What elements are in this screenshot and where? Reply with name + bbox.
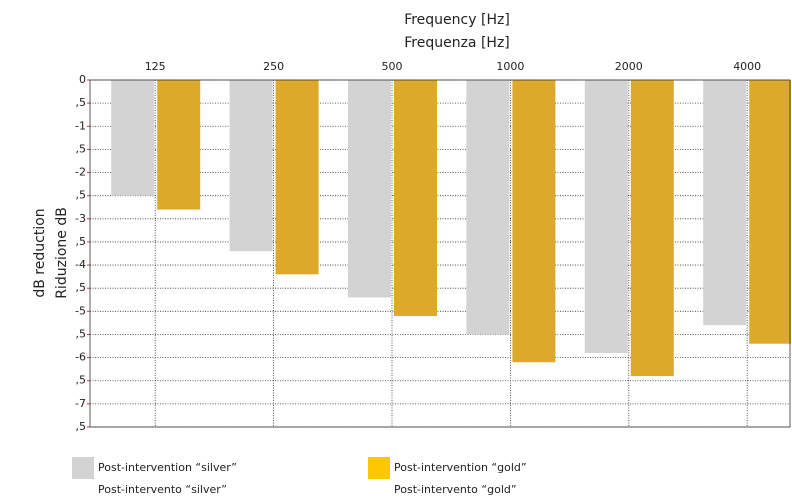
x-axis-title: Frequency [Hz] bbox=[404, 12, 510, 28]
bar bbox=[630, 80, 674, 377]
bar bbox=[275, 80, 319, 275]
legend-swatch bbox=[368, 457, 390, 479]
y-tick-label: ,5 bbox=[76, 281, 87, 294]
y-tick-label: ,5 bbox=[76, 374, 87, 387]
y-tick-label: -6 bbox=[75, 351, 86, 364]
legend-label: Post-intervento “gold” bbox=[394, 483, 517, 496]
x-tick-label: 4000 bbox=[733, 60, 761, 73]
bar bbox=[348, 80, 391, 298]
x-tick-label: 1000 bbox=[496, 60, 524, 73]
y-tick-label: ,5 bbox=[76, 96, 87, 109]
x-axis-title: Frequenza [Hz] bbox=[404, 35, 510, 51]
x-tick-label: 250 bbox=[263, 60, 284, 73]
y-axis-title: Riduzione dB bbox=[54, 207, 70, 299]
y-tick-label: -4 bbox=[75, 258, 86, 271]
bar bbox=[466, 80, 510, 335]
y-tick-label: ,5 bbox=[76, 142, 87, 155]
y-tick-label: -7 bbox=[75, 397, 86, 410]
x-tick-label: 125 bbox=[145, 60, 166, 73]
bar bbox=[584, 80, 628, 353]
x-tick-label: 500 bbox=[382, 60, 403, 73]
y-tick-label: ,5 bbox=[76, 420, 87, 433]
y-tick-label: ,5 bbox=[76, 327, 87, 340]
y-tick-label: ,5 bbox=[76, 235, 87, 248]
y-tick-label: ,5 bbox=[76, 189, 87, 202]
legend-swatch bbox=[72, 457, 94, 479]
bar bbox=[749, 80, 791, 344]
legend-label: Post-intervento “silver” bbox=[98, 483, 227, 496]
bar bbox=[394, 80, 437, 316]
y-tick-label: -2 bbox=[75, 166, 86, 179]
legend-label: Post-intervention “silver” bbox=[98, 461, 237, 474]
legend-label: Post-intervention “gold” bbox=[394, 461, 527, 474]
x-tick-label: 2000 bbox=[615, 60, 643, 73]
y-axis-title: dB reduction bbox=[32, 208, 48, 297]
y-tick-label: -3 bbox=[75, 212, 86, 225]
bar bbox=[111, 80, 155, 196]
y-tick-label: 0 bbox=[79, 73, 86, 86]
bar bbox=[703, 80, 747, 326]
y-tick-label: -1 bbox=[75, 119, 86, 132]
bar bbox=[229, 80, 273, 252]
bar bbox=[512, 80, 556, 363]
plot-border bbox=[89, 79, 791, 428]
bar bbox=[157, 80, 201, 210]
y-tick-label: -5 bbox=[75, 304, 86, 317]
